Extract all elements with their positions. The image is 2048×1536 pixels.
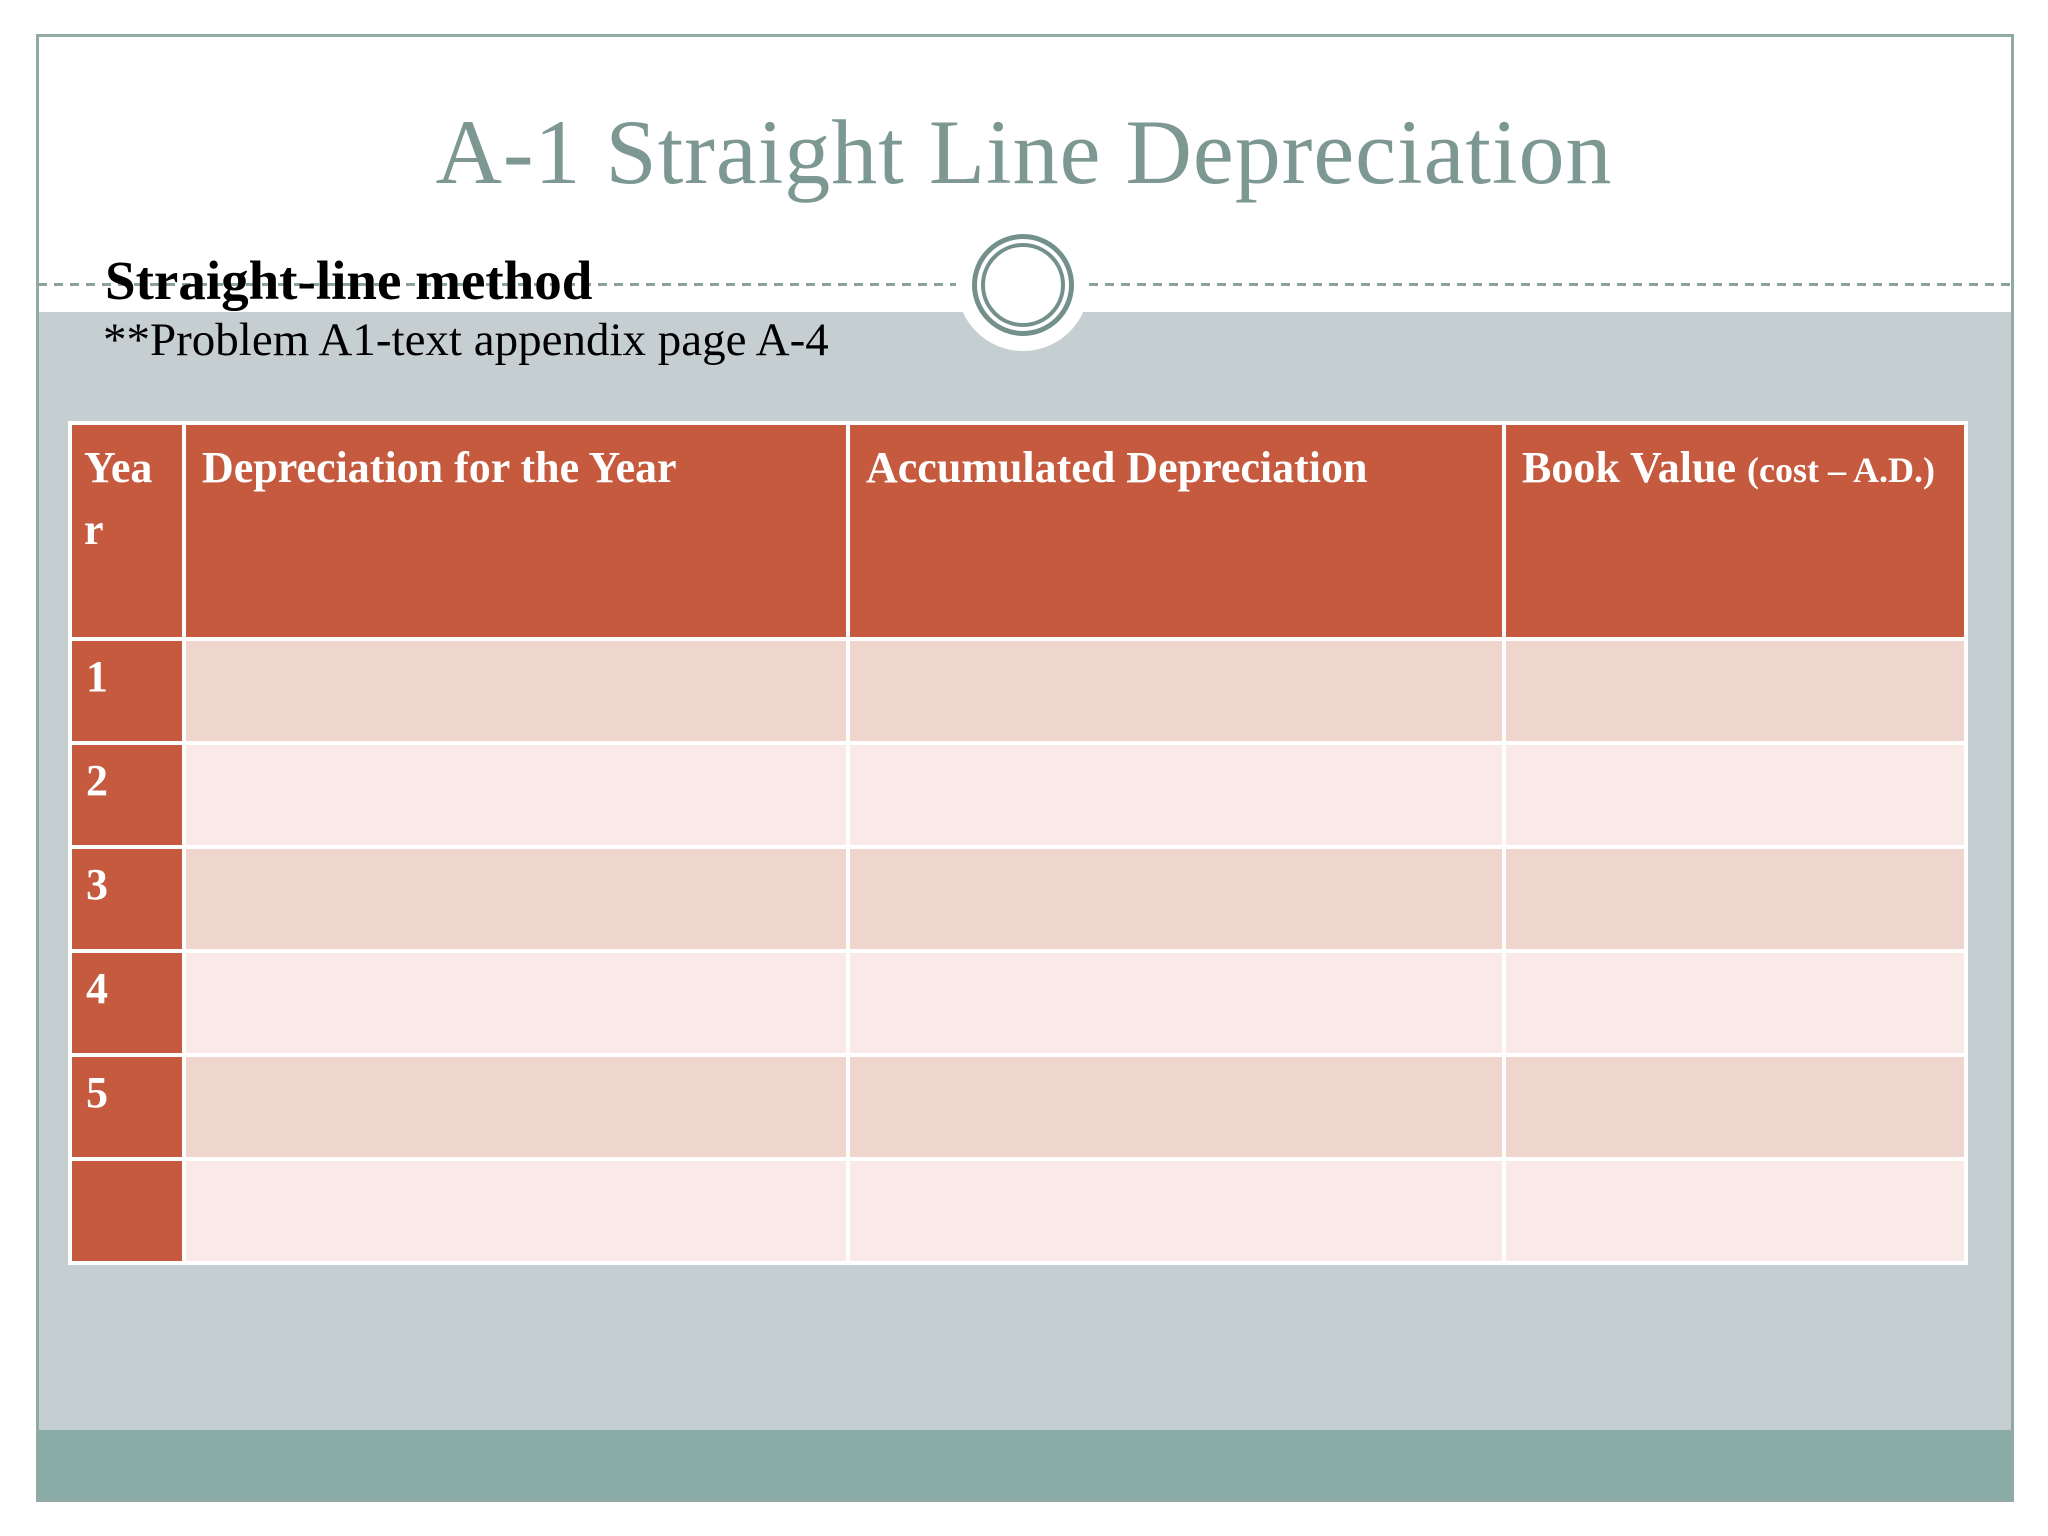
row-5-accumulated-cell [850, 1057, 1502, 1157]
subtitle-problem-note: **Problem A1-text appendix page A-4 [103, 314, 829, 366]
row-4-accumulated-cell [850, 953, 1502, 1053]
depreciation-table: Year Depreciation for the Year Accumulat… [68, 421, 1968, 1265]
row-1-depreciation-cell [186, 641, 846, 741]
slide-title: A-1 Straight Line Depreciation [435, 101, 1613, 203]
dashed-rule-left [38, 283, 956, 286]
row-6-accumulated-cell [850, 1161, 1502, 1261]
row-2-depreciation-cell [186, 745, 846, 845]
row-3-book-value-cell [1506, 849, 1964, 949]
column-header-year-label: Year [84, 443, 153, 555]
row-3-year-cell: 3 [72, 849, 182, 949]
circle-outer-ring [972, 234, 1074, 336]
column-header-depreciation-for-year: Depreciation for the Year [186, 425, 846, 637]
subtitle-method: Straight-line method [105, 250, 593, 311]
row-5-year-cell: 5 [72, 1057, 182, 1157]
dashed-rule-right [1089, 283, 2011, 286]
column-header-book-value: Book Value (cost – A.D.) [1506, 425, 1964, 637]
row-5-depreciation-cell [186, 1057, 846, 1157]
footer-band [39, 1430, 2011, 1499]
column-header-accumulated-label: Accumulated Depreciation [866, 443, 1368, 492]
row-2-accumulated-cell [850, 745, 1502, 845]
row-4-book-value-cell [1506, 953, 1964, 1053]
decorative-circle-ornament [957, 219, 1089, 351]
row-1-book-value-cell [1506, 641, 1964, 741]
row-3-depreciation-cell [186, 849, 846, 949]
row-5-book-value-cell [1506, 1057, 1964, 1157]
column-header-book-value-sublabel: (cost – A.D.) [1746, 450, 1935, 490]
row-4-depreciation-cell [186, 953, 846, 1053]
column-header-depreciation-label: Depreciation for the Year [202, 443, 677, 492]
row-3-accumulated-cell [850, 849, 1502, 949]
column-header-year: Year [72, 425, 182, 637]
column-header-book-value-label: Book Value [1522, 443, 1736, 492]
row-4-year-cell: 4 [72, 953, 182, 1053]
row-6-book-value-cell [1506, 1161, 1964, 1261]
row-2-book-value-cell [1506, 745, 1964, 845]
row-1-accumulated-cell [850, 641, 1502, 741]
depreciation-table-grid: Year Depreciation for the Year Accumulat… [72, 425, 1964, 1261]
circle-inner-ring [981, 243, 1065, 327]
row-1-year-cell: 1 [72, 641, 182, 741]
row-6-depreciation-cell [186, 1161, 846, 1261]
column-header-accumulated-depreciation: Accumulated Depreciation [850, 425, 1502, 637]
row-2-year-cell: 2 [72, 745, 182, 845]
row-6-year-cell [72, 1161, 182, 1261]
